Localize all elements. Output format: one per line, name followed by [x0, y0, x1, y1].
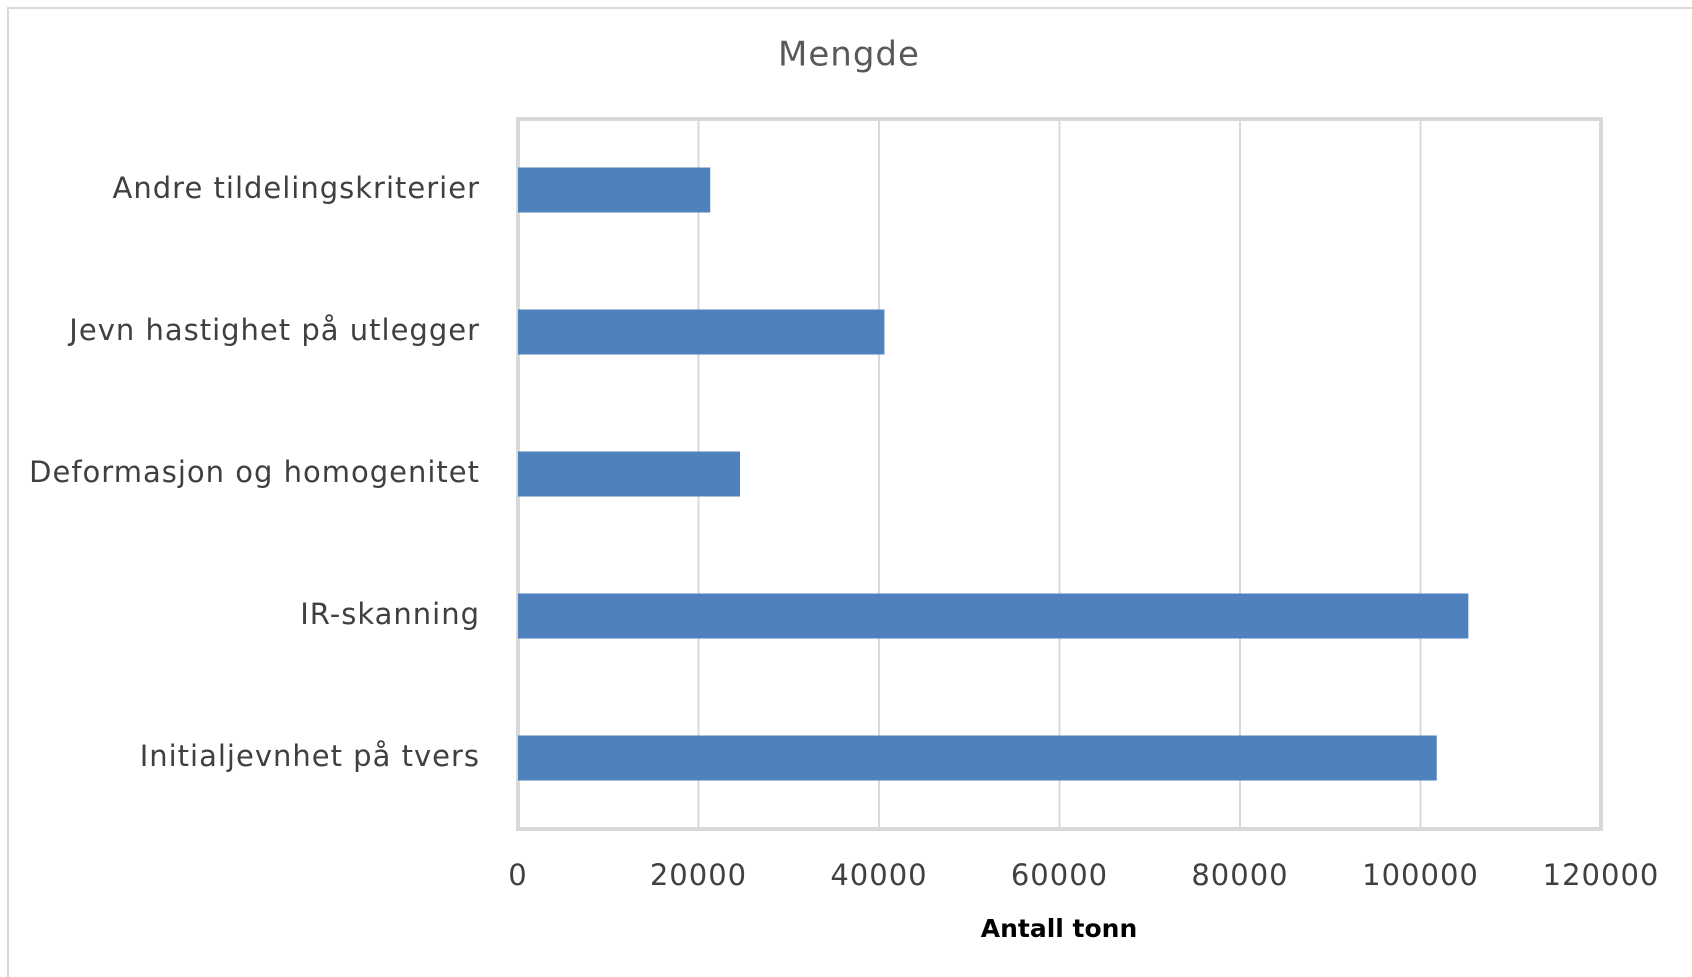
x-tick-label: 0 — [508, 858, 527, 892]
chart-frame — [7, 7, 1692, 977]
bar — [518, 167, 711, 213]
y-tick-label: Deformasjon og homogenitet — [29, 455, 480, 489]
x-tick-label: 60000 — [1011, 858, 1108, 892]
bar — [518, 451, 741, 497]
y-tick-label: Andre tildelingskriterier — [113, 171, 480, 205]
chart-title: Mengde — [778, 35, 920, 75]
x-tick-label: 100000 — [1362, 858, 1479, 892]
y-tick-label: Jevn hastighet på utlegger — [67, 313, 480, 347]
bar — [518, 309, 885, 355]
x-tick-label: 40000 — [830, 858, 927, 892]
x-tick-label: 20000 — [650, 858, 747, 892]
y-tick-label: IR-skanning — [300, 597, 480, 631]
bar — [518, 593, 1469, 639]
bar — [518, 735, 1437, 781]
y-tick-label: Initialjevnhet på tvers — [140, 739, 480, 773]
x-tick-label: 120000 — [1543, 858, 1660, 892]
x-tick-label: 80000 — [1191, 858, 1288, 892]
x-axis-title: Antall tonn — [981, 914, 1138, 943]
